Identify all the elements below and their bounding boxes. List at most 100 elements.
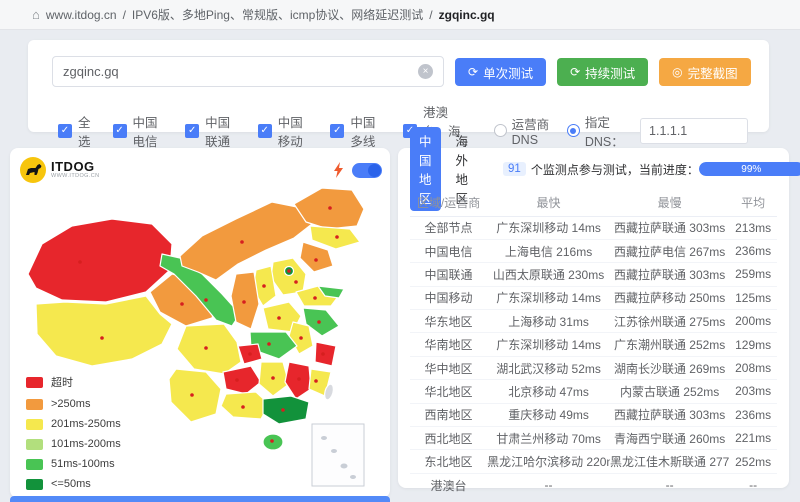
legend-item-3: 101ms-200ms [26, 438, 121, 450]
results-table: 区域/运营商最快最慢平均 全部节点广东深圳移动 14ms西藏拉萨联通 303ms… [410, 189, 777, 497]
home-icon[interactable]: ⌂ [32, 7, 40, 22]
radio-carrier-dns[interactable]: 运营商DNS [494, 114, 553, 147]
table-cell: 重庆移动 49ms [487, 403, 610, 426]
table-cell: 华东地区 [410, 310, 487, 333]
legend-label: 51ms-100ms [51, 458, 115, 470]
isp-checkbox-0[interactable]: ✓ 全选 [58, 112, 91, 150]
site-url[interactable]: www.itdog.cn [46, 8, 117, 22]
single-test-button[interactable]: ⟳单次测试 [455, 58, 546, 86]
table-cell: 黑龙江哈尔滨移动 220ms [487, 450, 610, 473]
legend-label: 超时 [51, 374, 73, 390]
legend-swatch [26, 419, 43, 430]
table-cell: 中国移动 [410, 286, 487, 309]
table-cell: 236ms [729, 239, 777, 262]
region-jiangxi [285, 362, 311, 399]
city-marker [270, 439, 274, 443]
city-marker [277, 316, 281, 320]
table-cell: 252ms [729, 450, 777, 473]
table-cell: 西藏拉萨联通 303ms [610, 403, 729, 426]
breadcrumb-sep: / [429, 8, 432, 22]
progress-bar: 99% [699, 162, 800, 176]
checkbox-checked-icon: ✓ [330, 124, 344, 138]
city-marker [204, 298, 208, 302]
city-marker [241, 405, 245, 409]
map-legend: 超时 >250ms 201ms-250ms 101ms-200ms 51ms-100ms… [26, 374, 121, 498]
checkbox-label: 全选 [78, 112, 91, 150]
table-cell: 西藏拉萨电信 267ms [610, 239, 729, 262]
clear-icon[interactable]: × [418, 64, 433, 79]
city-marker [328, 206, 332, 210]
table-row: 东北地区黑龙江哈尔滨移动 220ms黑龙江佳木斯联通 277ms252ms [410, 450, 777, 473]
checkbox-checked-icon: ✓ [58, 124, 72, 138]
continuous-test-button[interactable]: ⟳持续测试 [557, 58, 648, 86]
legend-swatch [26, 377, 43, 388]
table-cell: 259ms [729, 263, 777, 286]
button-label: 持续测试 [585, 63, 635, 82]
legend-item-0: 超时 [26, 374, 121, 390]
table-cell: 西藏拉萨联通 303ms [610, 263, 729, 286]
table-cell: 黑龙江佳木斯联通 277ms [610, 450, 729, 473]
results-header: 中国地区 海外地区 91 个监测点参与测试，当前进度： 99% [410, 157, 777, 181]
region-shaanxi [231, 272, 259, 329]
city-marker [297, 377, 301, 381]
map-panel: ITDOG WWW.ITDOG.CN [10, 148, 390, 498]
checkbox-label: 中国电信 [133, 112, 164, 150]
table-row: 西南地区重庆移动 49ms西藏拉萨联通 303ms236ms [410, 403, 777, 426]
table-cell: 西藏拉萨联通 303ms [610, 216, 729, 239]
isp-checkbox-1[interactable]: ✓中国电信 [113, 112, 164, 150]
region-guizhou [223, 366, 261, 394]
city-marker [271, 376, 275, 380]
column-header: 最快 [487, 189, 610, 216]
isp-checkbox-3[interactable]: ✓中国移动 [258, 112, 309, 150]
table-cell: 125ms [729, 286, 777, 309]
radio-label: 指定DNS： [585, 112, 626, 150]
table-cell: 湖南长沙联通 269ms [610, 356, 729, 379]
legend-item-1: >250ms [26, 398, 121, 410]
city-marker [100, 336, 104, 340]
city-marker [248, 352, 252, 356]
city-marker [262, 284, 266, 288]
city-marker [314, 258, 318, 262]
search-input[interactable] [63, 64, 418, 79]
city-marker [235, 378, 239, 382]
table-row: 华中地区湖北武汉移动 52ms湖南长沙联通 269ms208ms [410, 356, 777, 379]
table-cell: -- [729, 473, 777, 496]
radio-custom-dns[interactable]: 指定DNS： [567, 112, 626, 150]
table-row: 港澳台------ [410, 473, 777, 496]
table-cell: -- [487, 473, 610, 496]
table-cell: 200ms [729, 310, 777, 333]
city-marker [335, 235, 339, 239]
progress-fill: 99% [699, 162, 800, 176]
radio-icon [494, 124, 507, 137]
test-buttons: ⟳单次测试 ⟳持续测试 ◎完整截图 [455, 58, 751, 86]
region-xinjiang [28, 219, 172, 302]
full-screenshot-button[interactable]: ◎完整截图 [659, 58, 751, 86]
table-cell: 华南地区 [410, 333, 487, 356]
results-panel: 中国地区 海外地区 91 个监测点参与测试，当前进度： 99% 区域/运营商最快… [398, 148, 789, 488]
region-guangdong [263, 396, 309, 424]
city-marker [281, 408, 285, 412]
column-header: 区域/运营商 [410, 189, 487, 216]
table-cell: 广东深圳移动 14ms [487, 216, 610, 239]
search-box: × [52, 56, 444, 87]
legend-item-2: 201ms-250ms [26, 418, 121, 430]
legend-swatch [26, 439, 43, 450]
isp-checkbox-2[interactable]: ✓中国联通 [185, 112, 236, 150]
legend-label: 201ms-250ms [51, 418, 121, 430]
refresh-icon: ◎ [672, 65, 682, 79]
table-row: 中国电信上海电信 216ms西藏拉萨电信 267ms236ms [410, 239, 777, 262]
breadcrumb-sep: / [123, 8, 126, 22]
city-marker [78, 260, 82, 264]
region-zhejiang [315, 342, 336, 366]
isp-checkbox-4[interactable]: ✓中国多线 [330, 112, 381, 150]
table-row: 中国联通山西太原联通 230ms西藏拉萨联通 303ms259ms [410, 263, 777, 286]
region-hebei [271, 258, 306, 295]
region-guangxi [221, 392, 269, 419]
table-cell: 203ms [729, 380, 777, 403]
table-cell: -- [610, 473, 729, 496]
city-marker [287, 269, 291, 273]
nav-links[interactable]: IPV6版、多地Ping、常规版、icmp协议、网络延迟测试 [132, 6, 423, 23]
city-marker [180, 302, 184, 306]
dns-input[interactable] [640, 118, 748, 144]
city-marker [321, 352, 325, 356]
